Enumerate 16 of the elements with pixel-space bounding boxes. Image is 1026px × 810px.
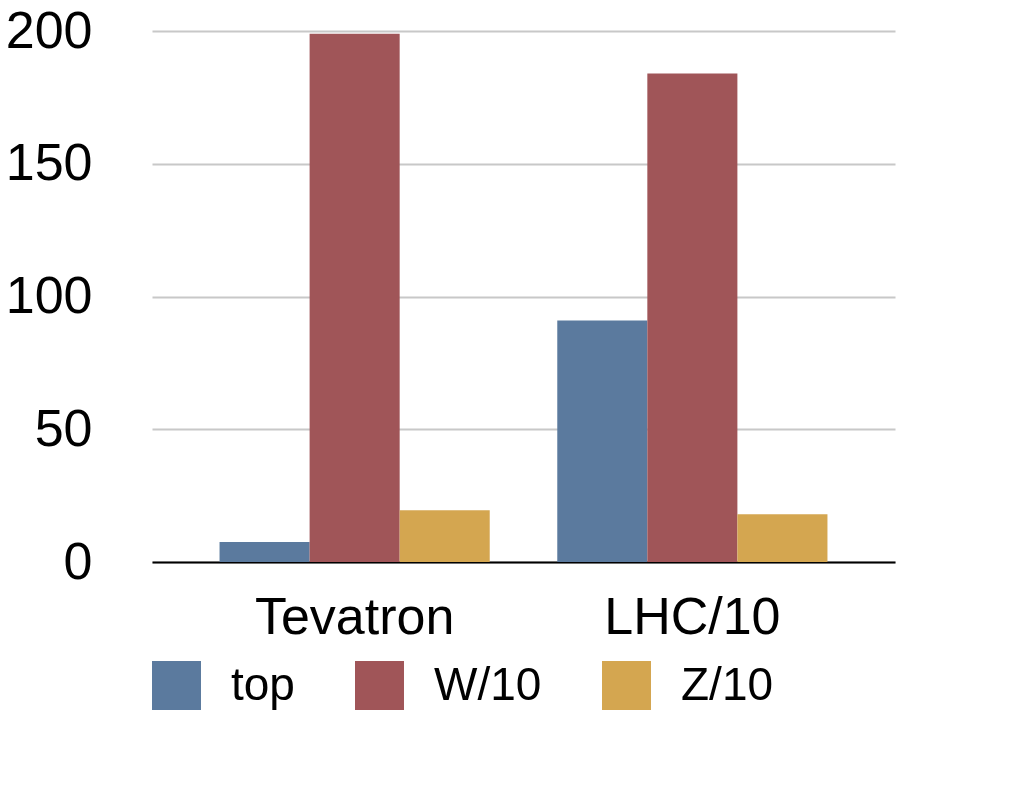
bar [309,33,400,562]
bar [399,510,490,562]
x-tick-label: Tevatron [254,586,455,645]
legend-label: Z/10 [681,657,774,710]
bar [557,320,648,562]
y-tick-label: 100 [5,266,93,324]
y-tick-label: 50 [34,398,93,457]
legend-label: W/10 [434,657,542,710]
bar [647,73,738,562]
y-tick-label: 200 [5,0,93,59]
y-tick-label: 0 [63,531,93,590]
bar [219,542,310,562]
x-tick-label: LHC/10 [604,586,781,645]
bar [737,514,828,562]
legend-label: top [231,657,295,710]
y-tick-label: 150 [5,133,93,192]
